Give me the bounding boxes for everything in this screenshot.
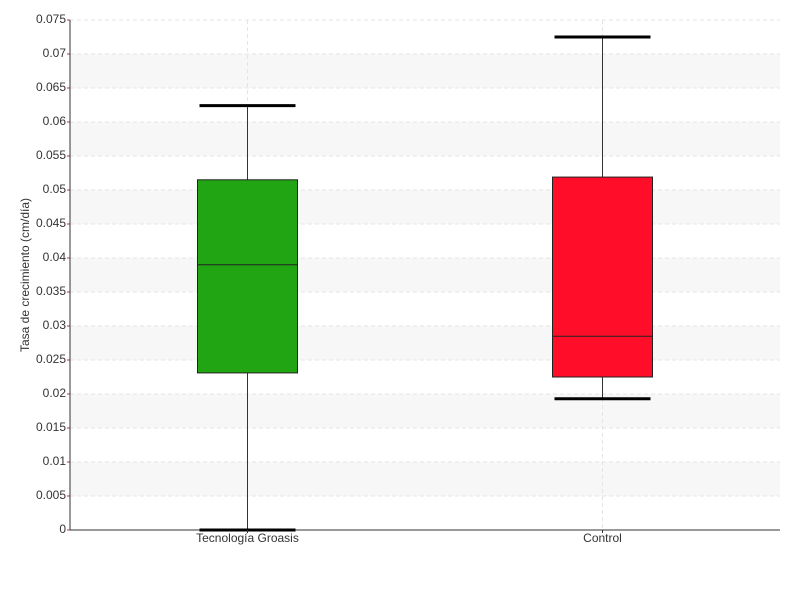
grid-band [70, 394, 780, 428]
y-tick-label: 0.075 [36, 12, 66, 26]
x-tick-label: Control [583, 531, 622, 545]
y-tick-label: 0.065 [36, 80, 66, 94]
grid-band [70, 258, 780, 292]
grid-band [70, 462, 780, 496]
y-tick-label: 0.04 [43, 250, 67, 264]
grid-band [70, 190, 780, 224]
y-tick-label: 0.025 [36, 352, 66, 366]
y-tick-label: 0.01 [43, 454, 67, 468]
y-tick-label: 0.05 [43, 182, 67, 196]
y-tick-label: 0.015 [36, 420, 66, 434]
y-tick-label: 0 [59, 522, 66, 536]
box [552, 176, 653, 378]
grid-band [70, 122, 780, 156]
y-tick-label: 0.07 [43, 46, 67, 60]
y-tick-label: 0.02 [43, 386, 67, 400]
y-axis-label: Tasa de crecimiento (cm/día) [18, 198, 32, 352]
y-tick-label: 0.03 [43, 318, 67, 332]
y-tick-label: 0.035 [36, 284, 66, 298]
y-tick-label: 0.06 [43, 114, 67, 128]
grid-band [70, 326, 780, 360]
y-tick-label: 0.055 [36, 148, 66, 162]
box [197, 179, 298, 374]
x-tick-label: Tecnología Groasis [196, 531, 299, 545]
y-tick-label: 0.005 [36, 488, 66, 502]
grid-band [70, 54, 780, 88]
y-tick-label: 0.045 [36, 216, 66, 230]
